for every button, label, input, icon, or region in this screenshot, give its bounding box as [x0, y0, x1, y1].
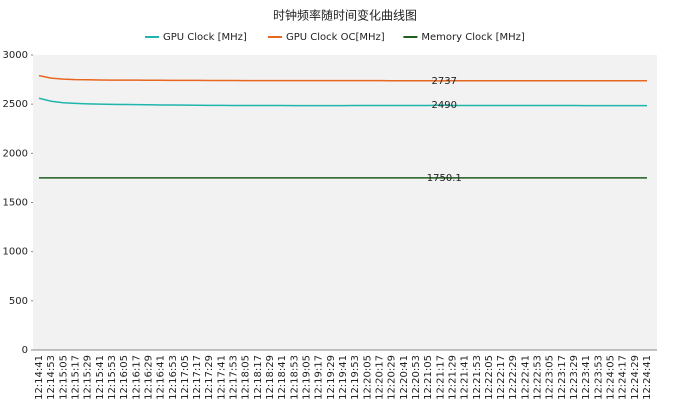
x-tick-label: 12:23:29	[569, 355, 580, 400]
x-tick-label: 12:17:41	[216, 355, 227, 400]
x-tick-label: 12:21:41	[460, 355, 471, 400]
x-tick-label: 12:16:53	[168, 355, 179, 400]
x-tick-label: 12:17:29	[204, 355, 215, 400]
x-tick-label: 12:18:05	[241, 355, 252, 400]
x-tick-label: 12:15:05	[58, 355, 69, 400]
series-line	[38, 74, 647, 82]
x-tick-label: 12:20:41	[399, 355, 410, 400]
x-tick-label: 12:17:17	[192, 355, 203, 400]
legend-label: Memory Clock [MHz]	[421, 32, 524, 43]
y-tick-label: 1500	[3, 198, 28, 209]
x-tick-label: 12:19:53	[350, 355, 361, 400]
x-tick-label: 12:15:53	[107, 355, 118, 400]
x-tick-label: 12:24:41	[642, 355, 653, 400]
x-tick-label: 12:17:53	[229, 355, 240, 400]
x-tick-label: 12:18:53	[289, 355, 300, 400]
x-tick-label: 12:23:41	[581, 355, 592, 400]
series-line	[38, 97, 647, 107]
x-tick-label: 12:21:17	[435, 355, 446, 400]
legend-label: GPU Clock OC[MHz]	[286, 32, 385, 43]
x-tick-label: 12:24:29	[630, 355, 641, 400]
y-tick-label: 3000	[3, 50, 28, 61]
x-tick-label: 12:22:29	[508, 355, 519, 400]
x-tick-label: 12:16:41	[156, 355, 167, 400]
x-tick-label: 12:15:17	[70, 355, 81, 400]
chart-title: 时钟频率随时间变化曲线图	[273, 8, 417, 23]
data-label: 1750.1	[427, 173, 462, 184]
y-tick-label: 0	[22, 345, 28, 356]
x-tick-label: 12:20:29	[387, 355, 398, 400]
x-tick-label: 12:15:41	[95, 355, 106, 400]
x-tick-label: 12:19:05	[302, 355, 313, 400]
x-tick-label: 12:24:17	[618, 355, 629, 400]
x-tick-label: 12:22:05	[484, 355, 495, 400]
x-tick-label: 12:23:05	[545, 355, 556, 400]
x-tick-label: 12:23:53	[593, 355, 604, 400]
x-tick-label: 12:20:05	[362, 355, 373, 400]
x-tick-label: 12:18:17	[253, 355, 264, 400]
x-tick-label: 12:21:53	[472, 355, 483, 400]
data-label: 2490	[432, 100, 457, 111]
y-tick-label: 500	[9, 296, 28, 307]
x-tick-label: 12:16:05	[119, 355, 130, 400]
x-tick-label: 12:22:41	[520, 355, 531, 400]
x-tick-label: 12:19:29	[326, 355, 337, 400]
x-tick-label: 12:15:29	[83, 355, 94, 400]
x-tick-label: 12:18:41	[277, 355, 288, 400]
x-tick-label: 12:24:05	[606, 355, 617, 400]
x-tick-label: 12:20:17	[374, 355, 385, 400]
x-tick-label: 12:23:17	[557, 355, 568, 400]
x-tick-label: 12:21:05	[423, 355, 434, 400]
x-tick-label: 12:17:05	[180, 355, 191, 400]
y-tick-label: 2000	[3, 148, 28, 159]
x-tick-label: 12:14:53	[46, 355, 57, 400]
x-tick-label: 12:19:41	[338, 355, 349, 400]
x-tick-label: 12:18:29	[265, 355, 276, 400]
y-tick-label: 1000	[3, 247, 28, 258]
x-tick-label: 12:14:41	[34, 355, 45, 400]
x-tick-label: 12:22:53	[533, 355, 544, 400]
plot-area	[33, 55, 657, 350]
x-tick-label: 12:16:17	[131, 355, 142, 400]
legend-label: GPU Clock [MHz]	[163, 32, 247, 43]
y-tick-label: 2500	[3, 99, 28, 110]
x-tick-label: 12:20:53	[411, 355, 422, 400]
x-tick-label: 12:16:29	[143, 355, 154, 400]
x-tick-label: 12:21:29	[447, 355, 458, 400]
data-label: 2737	[432, 76, 457, 87]
x-tick-label: 12:19:17	[314, 355, 325, 400]
x-tick-label: 12:22:17	[496, 355, 507, 400]
